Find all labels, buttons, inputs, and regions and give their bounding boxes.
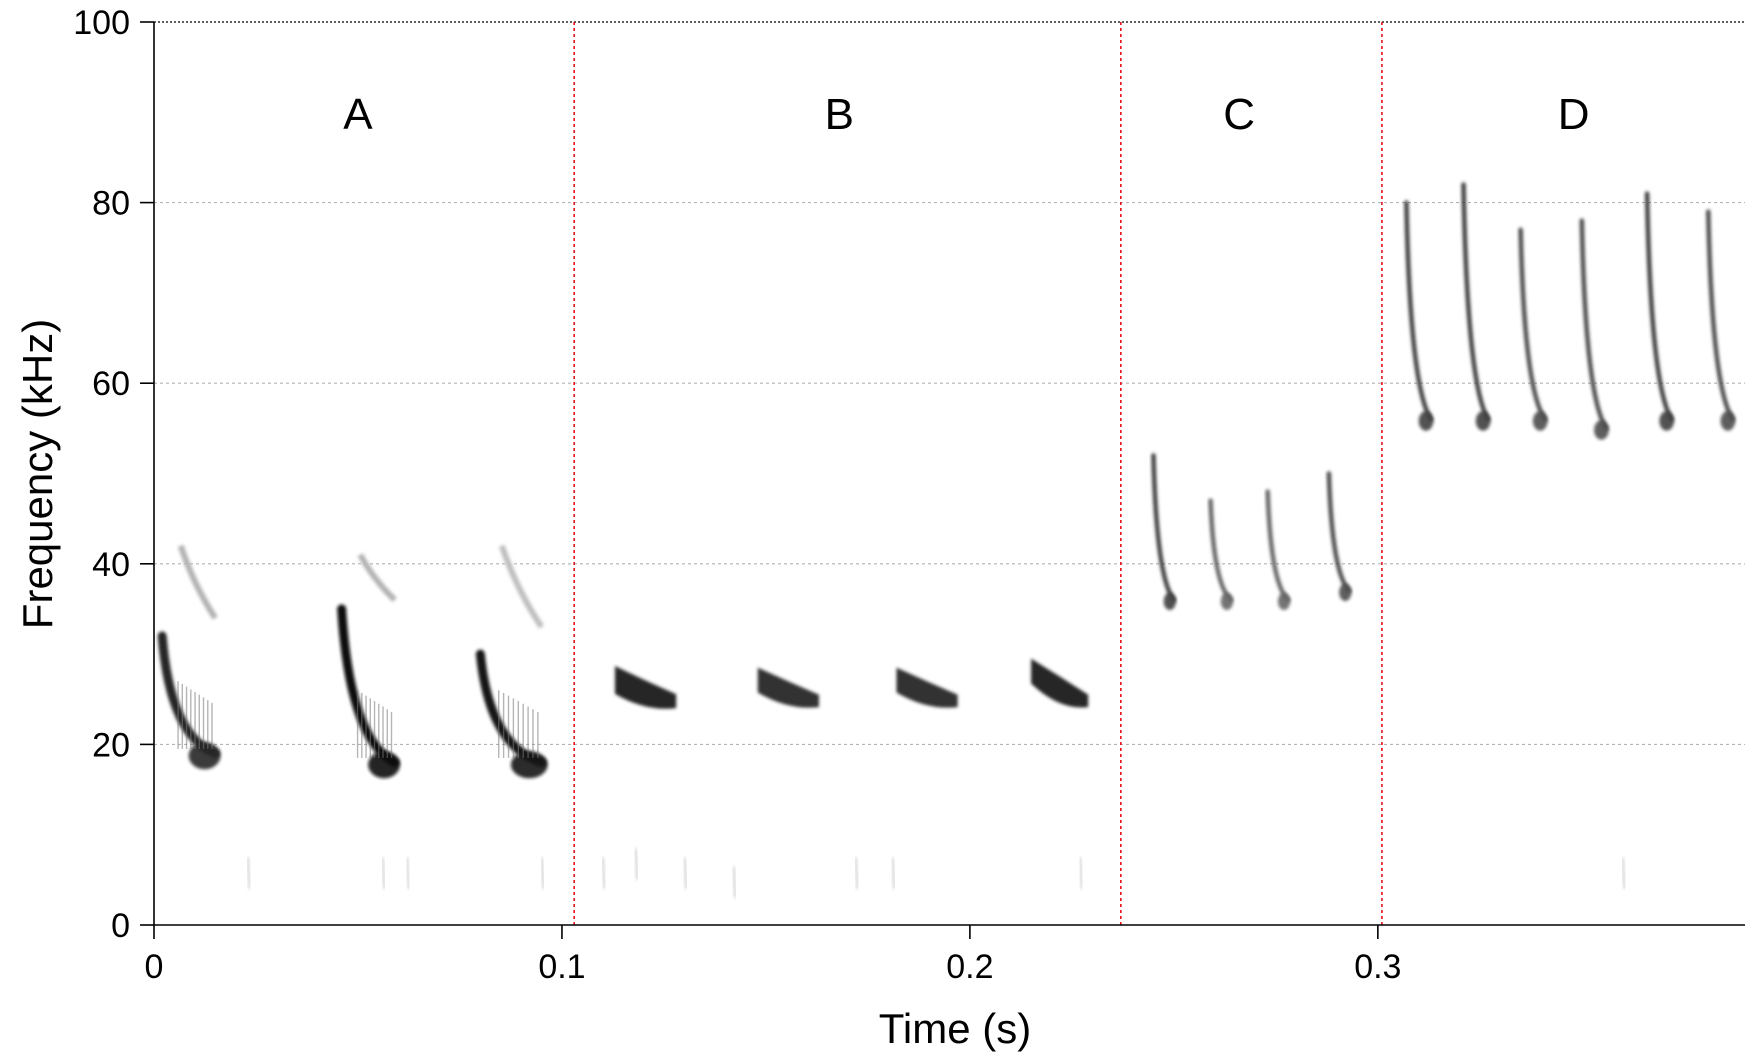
call-c-11 bbox=[1326, 471, 1352, 602]
call-a-2 bbox=[337, 553, 400, 779]
noise-speck bbox=[246, 857, 251, 889]
call-band bbox=[757, 667, 819, 708]
noise-speck bbox=[891, 857, 896, 889]
call-b-5 bbox=[757, 667, 819, 708]
call-tail bbox=[510, 751, 548, 779]
call-sweep bbox=[1208, 498, 1234, 603]
call-tail bbox=[1339, 583, 1352, 602]
call-tail bbox=[1277, 592, 1291, 611]
call-tail bbox=[188, 742, 221, 770]
call-a-3 bbox=[475, 544, 548, 779]
call-a-1 bbox=[157, 544, 221, 770]
call-d-16 bbox=[1644, 191, 1675, 431]
call-band bbox=[614, 666, 677, 709]
call-c-9 bbox=[1208, 498, 1234, 611]
noise-speck bbox=[854, 857, 859, 889]
call-sweep bbox=[1579, 218, 1609, 431]
section-label-a: A bbox=[343, 90, 373, 139]
x-tick-label: 0.2 bbox=[946, 948, 993, 986]
spectrogram-marks bbox=[157, 182, 1736, 898]
y-tick-label: 40 bbox=[92, 546, 130, 584]
noise-speck bbox=[1079, 857, 1084, 889]
call-tail bbox=[368, 751, 400, 779]
section-label-c: C bbox=[1223, 90, 1255, 139]
y-tick-label: 60 bbox=[92, 365, 130, 403]
x-tick-label: 0.3 bbox=[1354, 948, 1401, 986]
y-tick-label: 100 bbox=[73, 4, 130, 42]
x-tick-label: 0.1 bbox=[538, 948, 585, 986]
call-tail bbox=[1418, 411, 1434, 431]
call-sweep bbox=[1404, 200, 1434, 422]
call-b-7 bbox=[1031, 658, 1089, 708]
x-tick-label: 0 bbox=[145, 948, 164, 986]
call-band bbox=[1031, 658, 1089, 708]
call-tail bbox=[1475, 411, 1491, 431]
call-sweep bbox=[1151, 453, 1177, 603]
call-sweep bbox=[1461, 182, 1491, 422]
call-tail bbox=[1720, 411, 1736, 431]
call-sweep bbox=[1518, 227, 1548, 422]
grid-lines bbox=[154, 21, 1745, 745]
call-sweep bbox=[1326, 471, 1352, 594]
y-tick-label: 80 bbox=[92, 185, 130, 223]
noise-speck bbox=[634, 848, 639, 880]
call-harmonic bbox=[498, 544, 545, 629]
call-sweep bbox=[1706, 209, 1736, 422]
section-label-d: D bbox=[1558, 90, 1590, 139]
noise-speck bbox=[381, 857, 386, 889]
y-tick-label: 20 bbox=[92, 726, 130, 764]
noise-speck bbox=[601, 857, 606, 889]
call-b-4 bbox=[614, 666, 677, 709]
x-axis-title: Time (s) bbox=[879, 1005, 1031, 1052]
call-d-15 bbox=[1579, 218, 1609, 440]
call-c-10 bbox=[1265, 489, 1291, 611]
noise-speck bbox=[405, 857, 410, 889]
call-d-17 bbox=[1706, 209, 1736, 431]
call-sweep bbox=[1265, 489, 1291, 603]
section-labels: A B C D bbox=[343, 90, 1589, 139]
call-d-13 bbox=[1461, 182, 1491, 431]
call-tail bbox=[1220, 592, 1234, 611]
y-tick-label: 0 bbox=[111, 907, 130, 945]
call-harmonic bbox=[357, 553, 397, 603]
call-harmonic bbox=[177, 544, 218, 620]
noise-speck bbox=[683, 857, 688, 889]
noise-speck bbox=[1621, 857, 1626, 889]
call-b-6 bbox=[896, 667, 958, 708]
section-dividers bbox=[573, 22, 1383, 925]
call-tail bbox=[1594, 420, 1609, 440]
section-label-b: B bbox=[825, 90, 854, 139]
call-tail bbox=[1163, 592, 1176, 611]
noise-speck bbox=[540, 857, 545, 889]
call-c-8 bbox=[1151, 453, 1177, 611]
y-axis-title: Frequency (kHz) bbox=[14, 319, 61, 629]
call-d-14 bbox=[1518, 227, 1548, 431]
call-band bbox=[896, 667, 958, 708]
call-tail bbox=[1532, 411, 1548, 431]
call-sweep bbox=[1644, 191, 1674, 422]
call-d-12 bbox=[1404, 200, 1434, 431]
call-tail bbox=[1659, 411, 1675, 431]
noise-speck bbox=[732, 866, 737, 898]
axes: 0 20 40 60 80 100 0 0.1 0.2 0.3 bbox=[73, 4, 1745, 986]
